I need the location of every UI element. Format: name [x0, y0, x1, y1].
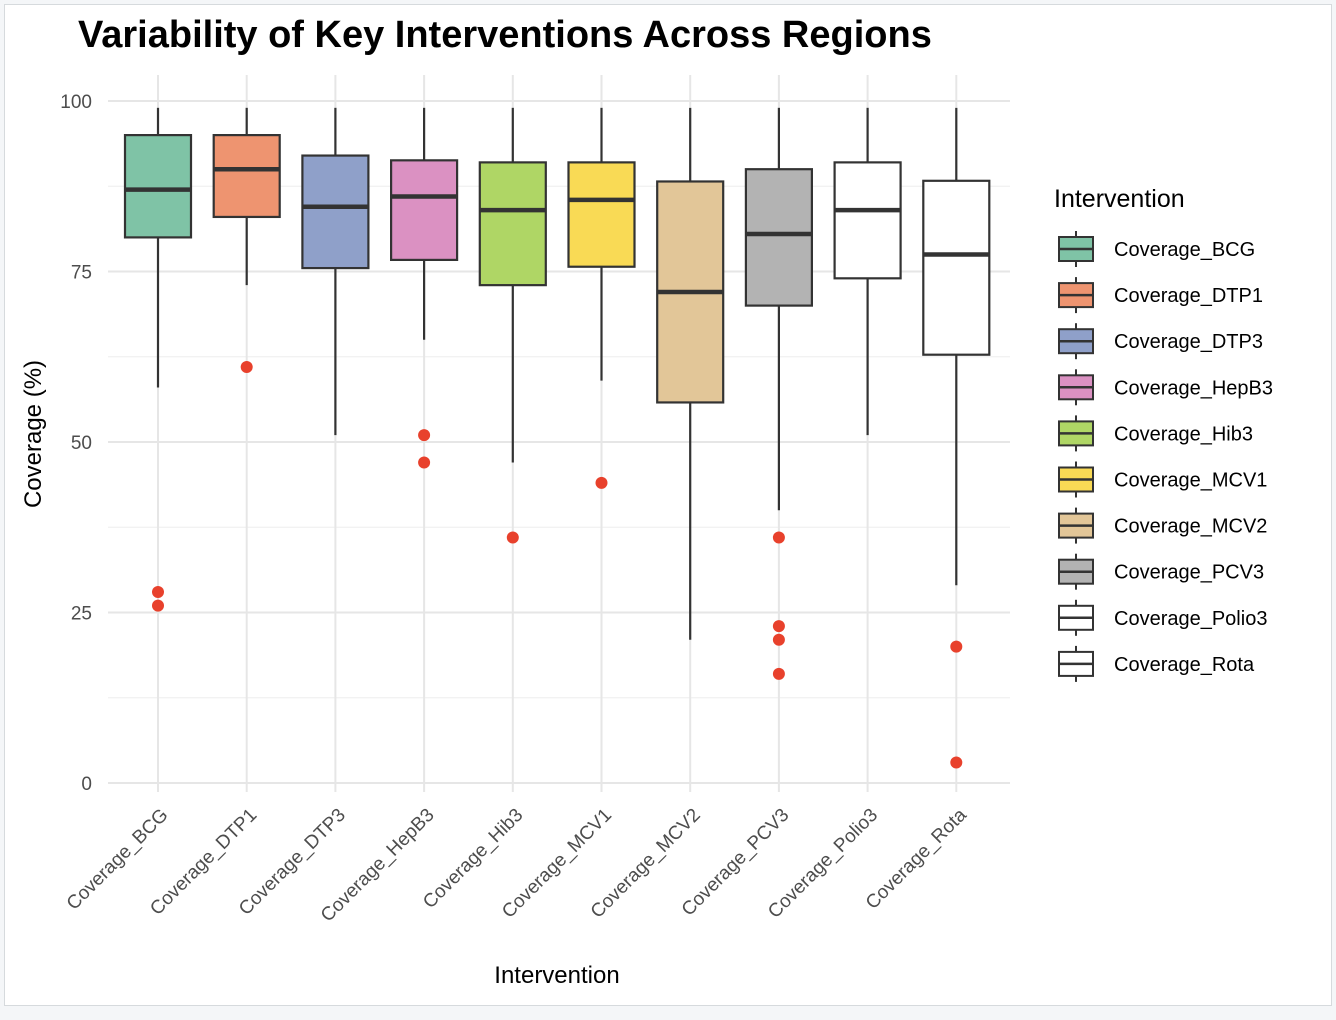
box-iqr	[123, 134, 193, 239]
legend-item-Coverage_Polio3: Coverage_Polio3	[1058, 599, 1267, 636]
box-Coverage_MCV2	[656, 107, 725, 640]
legend-label: Coverage_MCV2	[1114, 516, 1267, 538]
legend-item-Coverage_DTP1: Coverage_DTP1	[1058, 277, 1263, 314]
outlier-point	[772, 620, 785, 633]
y-tick-label: 100	[60, 92, 92, 113]
box-iqr	[922, 179, 991, 356]
box-iqr	[301, 154, 370, 270]
y-tick-label: 25	[71, 604, 92, 625]
y-tick-label: 75	[71, 263, 92, 284]
outlier-point	[772, 633, 785, 646]
box-Coverage_DTP3	[301, 107, 370, 436]
legend-item-Coverage_Hib3: Coverage_Hib3	[1058, 415, 1253, 452]
outlier-point	[418, 456, 431, 469]
y-axis-title: Coverage (%)	[20, 360, 47, 508]
x-axis-ticks: Coverage_BCGCoverage_DTP1Coverage_DTP3Co…	[63, 804, 971, 926]
x-axis-title: Intervention	[494, 962, 619, 989]
box-series	[123, 107, 991, 769]
legend-title: Intervention	[1054, 185, 1185, 213]
outlier-point	[595, 476, 608, 489]
legend-label: Coverage_HepB3	[1114, 377, 1273, 399]
legend-label: Coverage_DTP1	[1114, 285, 1263, 307]
y-tick-label: 0	[81, 774, 92, 795]
outlier-point	[950, 640, 963, 653]
outlier-point	[506, 531, 519, 544]
box-Coverage_MCV1	[567, 107, 636, 489]
box-Coverage_Rota	[922, 107, 991, 769]
box-iqr	[744, 168, 814, 307]
box-Coverage_PCV3	[744, 107, 814, 680]
legend-item-Coverage_MCV2: Coverage_MCV2	[1058, 507, 1267, 544]
legend-item-Coverage_BCG: Coverage_BCG	[1058, 231, 1255, 267]
y-axis-ticks: 0 25 50 75 100	[60, 92, 92, 795]
legend-label: Coverage_PCV3	[1114, 562, 1264, 584]
legend-item-Coverage_DTP3: Coverage_DTP3	[1058, 323, 1263, 360]
outlier-point	[152, 599, 164, 612]
outlier-point	[418, 429, 431, 442]
legend: Intervention Coverage_BCG Coverage_DTP1 Co…	[1054, 185, 1273, 682]
outlier-point	[772, 531, 785, 544]
box-iqr	[833, 161, 902, 280]
legend-label: Coverage_Polio3	[1114, 608, 1267, 630]
box-iqr	[567, 161, 636, 268]
legend-item-Coverage_PCV3: Coverage_PCV3	[1058, 553, 1264, 590]
box-Coverage_HepB3	[390, 107, 459, 469]
box-Coverage_BCG	[123, 107, 193, 612]
box-iqr	[390, 159, 459, 262]
outlier-point	[240, 360, 253, 373]
box-Coverage_DTP1	[212, 107, 281, 373]
chart-title: Variability of Key Interventions Across …	[78, 14, 932, 56]
legend-label: Coverage_BCG	[1114, 239, 1255, 261]
box-iqr	[212, 134, 281, 219]
legend-label: Coverage_MCV1	[1114, 470, 1267, 492]
y-tick-label: 50	[71, 433, 92, 454]
legend-item-Coverage_HepB3: Coverage_HepB3	[1058, 369, 1273, 406]
box-Coverage_Polio3	[833, 107, 902, 436]
outlier-point	[152, 586, 164, 599]
outlier-point	[950, 756, 963, 769]
legend-label: Coverage_DTP3	[1114, 331, 1263, 353]
box-Coverage_Hib3	[478, 107, 547, 544]
legend-item-Coverage_MCV1: Coverage_MCV1	[1058, 461, 1267, 498]
legend-label: Coverage_Hib3	[1114, 423, 1253, 445]
outlier-point	[772, 667, 785, 680]
box-iqr	[478, 161, 547, 287]
legend-item-Coverage_Rota: Coverage_Rota	[1058, 645, 1255, 682]
legend-label: Coverage_Rota	[1114, 654, 1255, 676]
